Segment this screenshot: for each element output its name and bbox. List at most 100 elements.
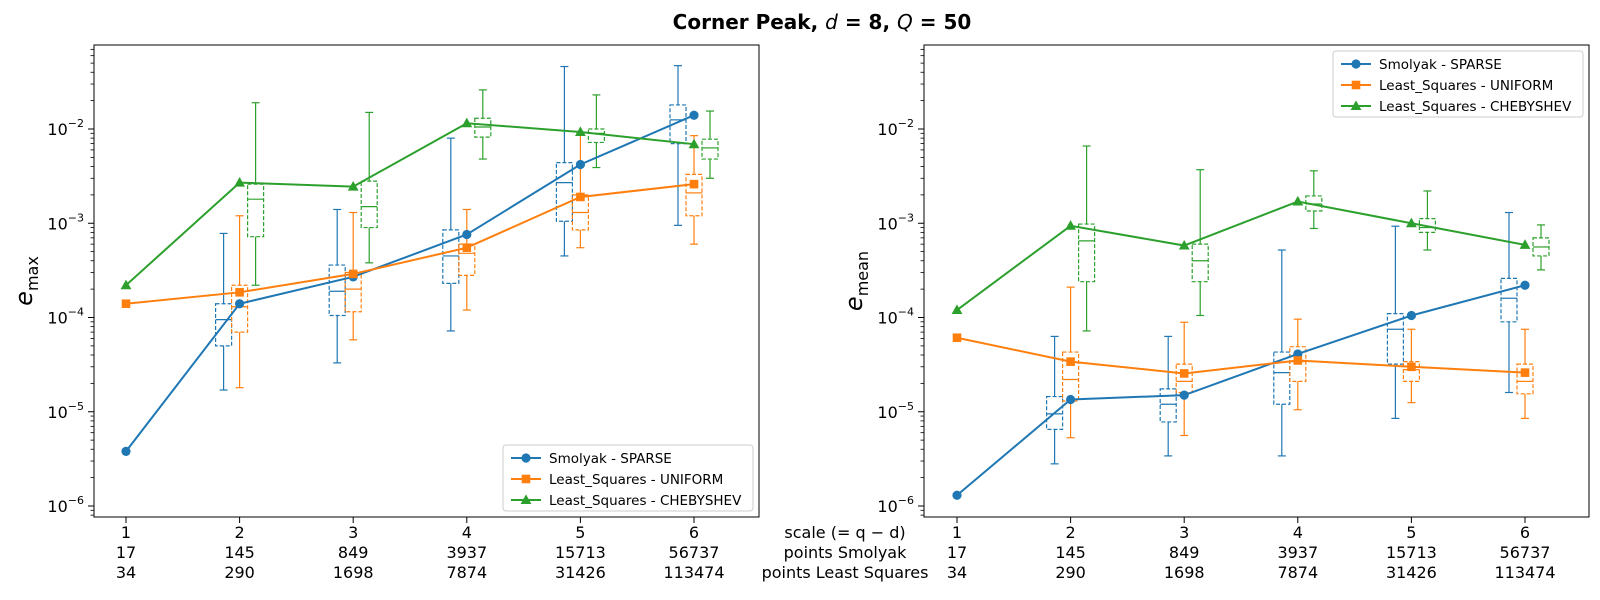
legend: Smolyak - SPARSE Least_Squares - UNIFORM L… bbox=[502, 444, 754, 512]
box-iqr bbox=[1386, 312, 1405, 365]
box-plot bbox=[1532, 224, 1550, 271]
box-plot bbox=[442, 137, 460, 332]
data-point bbox=[121, 299, 131, 309]
y-tick-label: 10−2 bbox=[47, 117, 84, 139]
series-line bbox=[125, 114, 695, 452]
x-tick-label-scale: 6 bbox=[689, 523, 699, 542]
data-point bbox=[1406, 310, 1416, 321]
x-tick-label-smolyak-points: 3937 bbox=[446, 543, 487, 562]
x-tick-label-smolyak-points: 17 bbox=[116, 543, 136, 562]
scale-row-label: scale (= q − d) bbox=[784, 523, 905, 542]
x-tick-label-smolyak-points: 145 bbox=[224, 543, 255, 562]
data-point bbox=[1519, 239, 1531, 249]
data-point bbox=[120, 279, 132, 290]
data-point bbox=[1407, 362, 1416, 372]
box-plot bbox=[1500, 211, 1518, 394]
smolyak-points-row-label: points Smolyak bbox=[784, 543, 907, 562]
data-point bbox=[1406, 217, 1417, 228]
x-tick-label-ls-points: 34 bbox=[116, 563, 136, 582]
series-line bbox=[956, 336, 1526, 375]
data-point bbox=[1292, 195, 1304, 206]
data-point bbox=[1066, 357, 1075, 366]
box-iqr bbox=[231, 284, 249, 333]
least-squares-points-row-label: points Least Squares bbox=[762, 563, 929, 582]
legend-marker bbox=[1351, 59, 1361, 69]
series-line bbox=[125, 122, 695, 286]
x-tick-label-scale: 1 bbox=[952, 523, 962, 542]
legend-marker bbox=[521, 453, 531, 463]
box-plot bbox=[231, 215, 249, 389]
data-point bbox=[952, 333, 962, 343]
box-plot bbox=[701, 110, 719, 179]
box-iqr bbox=[474, 117, 492, 138]
box-plot bbox=[1516, 328, 1534, 420]
box-plot bbox=[1273, 249, 1291, 457]
axes-frame bbox=[93, 44, 760, 518]
data-point bbox=[1520, 280, 1530, 290]
box-iqr bbox=[1159, 388, 1177, 423]
x-tick-label-ls-points: 1698 bbox=[333, 563, 374, 582]
data-point bbox=[235, 299, 245, 309]
legend-marker bbox=[1350, 100, 1362, 110]
y-tick-label: 10−6 bbox=[877, 494, 914, 516]
box-iqr bbox=[1045, 395, 1064, 430]
data-point bbox=[1066, 394, 1076, 405]
x-tick-label-smolyak-points: 56737 bbox=[1500, 543, 1551, 562]
data-point bbox=[462, 243, 472, 253]
figure-title: Corner Peak, d = 8, Q = 50 bbox=[673, 10, 972, 34]
box-plot bbox=[1305, 170, 1323, 230]
box-plot bbox=[1191, 169, 1209, 317]
box-iqr bbox=[587, 128, 606, 144]
x-tick-label-smolyak-points: 145 bbox=[1055, 543, 1086, 562]
data-point bbox=[461, 117, 473, 128]
x-tick-label-smolyak-points: 849 bbox=[1169, 543, 1200, 562]
box-iqr bbox=[1402, 361, 1421, 382]
box-plot bbox=[571, 132, 590, 249]
y-axis-label: emean bbox=[840, 251, 872, 311]
data-point bbox=[235, 288, 244, 297]
x-tick-label-smolyak-points: 15713 bbox=[555, 543, 606, 562]
y-tick-label: 10−5 bbox=[877, 400, 914, 422]
box-iqr bbox=[701, 138, 719, 160]
legend-marker bbox=[521, 474, 531, 484]
box-plot bbox=[474, 89, 492, 160]
legend-label: Least_Squares - UNIFORM bbox=[1379, 78, 1553, 94]
data-point bbox=[121, 446, 131, 456]
x-tick-label-smolyak-points: 17 bbox=[947, 543, 967, 562]
x-tick-label-ls-points: 7874 bbox=[1277, 563, 1318, 582]
box-plot bbox=[1175, 321, 1193, 437]
y-tick-label: 10−4 bbox=[47, 306, 84, 328]
box-iqr bbox=[328, 264, 346, 317]
legend-frame bbox=[1332, 50, 1584, 118]
box-iqr bbox=[1418, 218, 1437, 233]
box-iqr bbox=[1289, 346, 1307, 382]
legend-label: Least_Squares - UNIFORM bbox=[549, 472, 723, 488]
box-iqr bbox=[1077, 223, 1096, 283]
y-tick-label: 10−6 bbox=[47, 494, 84, 516]
y-tick-label: 10−5 bbox=[47, 400, 84, 422]
data-point bbox=[1520, 368, 1530, 377]
box-plot bbox=[458, 208, 476, 311]
xaxis-row-labels: scale (= q − d) points Smolyak points Le… bbox=[762, 523, 929, 582]
x-tick-label-smolyak-points: 56737 bbox=[669, 543, 720, 562]
x-tick-label-scale: 4 bbox=[462, 523, 472, 542]
box-plot bbox=[685, 135, 703, 245]
y-axis-label: emax bbox=[10, 256, 42, 306]
x-tick-label-ls-points: 31426 bbox=[555, 563, 606, 582]
box-plot bbox=[360, 111, 378, 264]
y-tick-label: 10−3 bbox=[47, 211, 84, 233]
box-iqr bbox=[1500, 277, 1518, 323]
x-tick-label-ls-points: 113474 bbox=[1494, 563, 1555, 582]
series-line bbox=[956, 200, 1526, 311]
x-tick-label-scale: 5 bbox=[575, 523, 585, 542]
x-tick-label-smolyak-points: 15713 bbox=[1386, 543, 1437, 562]
box-plot bbox=[247, 102, 265, 286]
box-iqr bbox=[555, 162, 574, 222]
legend: Smolyak - SPARSE Least_Squares - UNIFORM L… bbox=[1332, 50, 1584, 118]
legend-label: Smolyak - SPARSE bbox=[1379, 57, 1502, 73]
legend-marker bbox=[520, 494, 532, 504]
box-iqr bbox=[1516, 363, 1534, 395]
